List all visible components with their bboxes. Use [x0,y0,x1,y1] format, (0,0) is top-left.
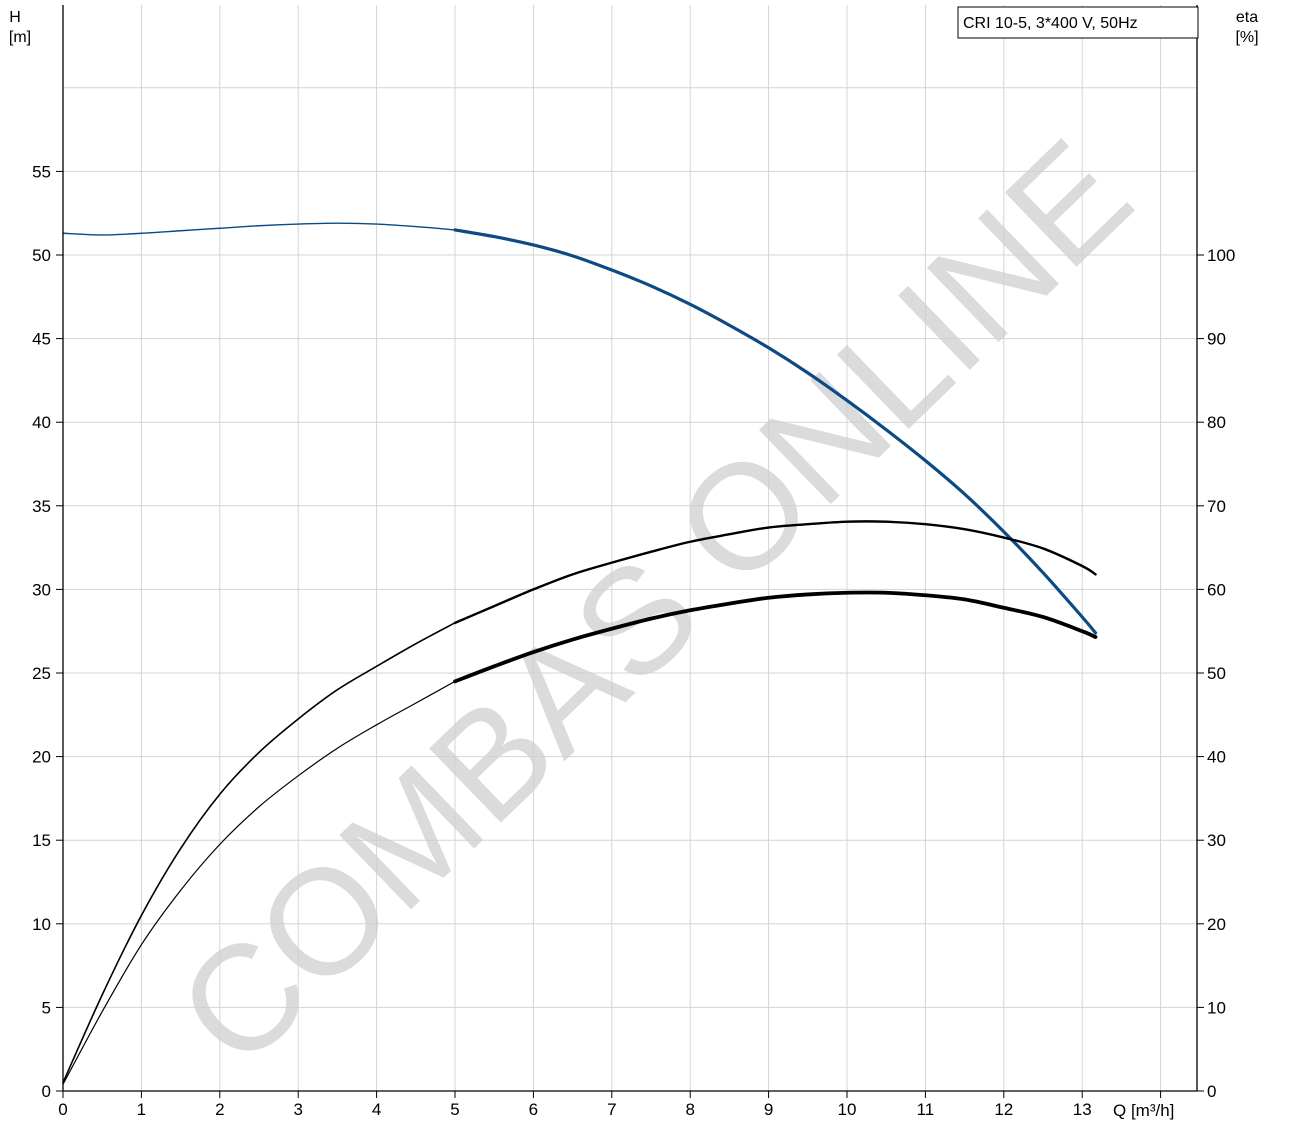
head-curve-thick [453,228,1098,635]
y-right-tick-label: 100 [1207,246,1235,265]
chart-title: CRI 10-5, 3*400 V, 50Hz [963,15,1138,32]
y-right-tick-label: 30 [1207,831,1226,850]
y-right-tick-label: 70 [1207,497,1226,516]
x-tick-label: 5 [450,1100,459,1119]
efficiency-curve-lower-thin [62,680,456,1085]
y-left-tick-label: 55 [32,162,51,181]
x-tick-label: 0 [58,1100,67,1119]
series-layer [62,222,1098,1085]
grid-lines [63,5,1197,1091]
x-axis-title: Q [m³/h] [1113,1101,1174,1120]
x-tick-label: 11 [917,1100,935,1119]
x-tick-label: 2 [215,1100,224,1119]
y-right-tick-label: 60 [1207,580,1226,599]
y-right-tick-label: 0 [1207,1082,1216,1101]
x-tick-label: 13 [1073,1100,1092,1119]
axes [56,5,1204,1098]
efficiency-curve-upper-thick [453,520,1097,625]
y-left-tick-label: 15 [32,831,51,850]
y-left-tick-label: 25 [32,664,51,683]
y-left-tick-label: 35 [32,497,51,516]
y-left-tick-label: 0 [42,1082,51,1101]
x-tick-label: 1 [137,1100,146,1119]
x-tick-label: 6 [529,1100,538,1119]
y-right-title-line1: eta [1236,9,1258,26]
y-left-tick-label: 45 [32,330,51,349]
y-right-tick-label: 10 [1207,998,1226,1017]
y-right-tick-label: 50 [1207,664,1226,683]
y-left-tick-label: 10 [32,915,51,934]
chart-title-box [957,6,1199,39]
y-right-tick-label: 80 [1207,413,1226,432]
y-left-tick-label: 50 [32,246,51,265]
x-tick-label: 7 [607,1100,616,1119]
y-right-tick-label: 90 [1207,330,1226,349]
y-right-tick-label: 20 [1207,915,1226,934]
y-right-title-line2: [%] [1235,29,1258,46]
y-left-tick-label: 20 [32,748,51,767]
x-tick-label: 4 [372,1100,381,1119]
efficiency-curve-upper-thin [62,622,456,1084]
x-tick-label: 3 [293,1100,302,1119]
y-right-tick-label: 40 [1207,748,1226,767]
y-left-title-line1: H [9,9,21,26]
efficiency-curve-lower-thick [453,590,1098,684]
x-tick-label: 8 [685,1100,694,1119]
head-curve-thin [62,222,456,236]
y-left-tick-label: 30 [32,580,51,599]
x-tick-label: 9 [764,1100,773,1119]
x-tick-label: 10 [838,1100,857,1119]
tick-labels: 0 1 2 3 4 5 6 7 8 9 10 11 12 130510152025303540455055… [32,162,1235,1119]
x-tick-label: 12 [994,1100,1013,1119]
y-left-title-line2: [m] [9,29,31,46]
y-left-tick-label: 40 [32,413,51,432]
y-left-tick-label: 5 [42,998,51,1017]
